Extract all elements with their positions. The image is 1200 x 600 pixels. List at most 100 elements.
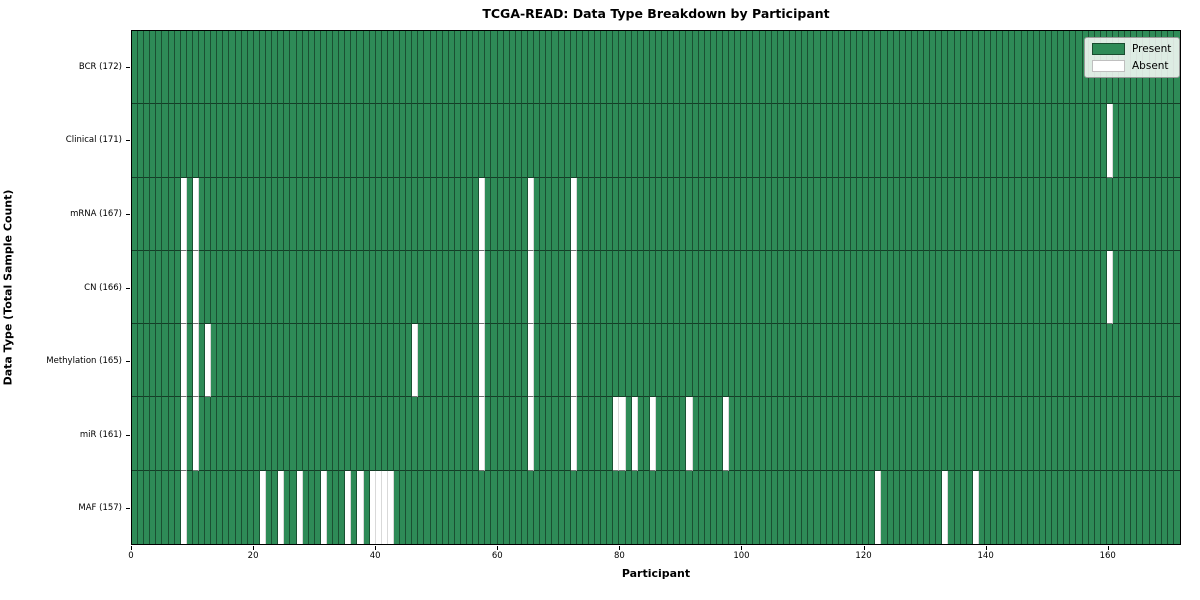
heatmap-cell [887,397,894,471]
heatmap-cell [223,470,230,544]
heatmap-cell [710,250,717,325]
heatmap-cell [205,250,212,325]
heatmap-cell [1045,104,1053,178]
heatmap-cell [1039,397,1046,471]
heatmap-cell [692,397,699,471]
heatmap-cell [1088,324,1095,398]
heatmap-cell [619,470,626,544]
heatmap-cell [558,31,565,105]
heatmap-cell [1045,470,1053,544]
heatmap-cell [649,470,656,544]
heatmap-cell [394,31,401,105]
heatmap-cell [314,324,321,398]
heatmap-cell [924,470,931,544]
heatmap-cell [394,250,401,325]
heatmap-cell [132,104,139,178]
y-tick-label: mRNA (167) [70,208,122,219]
heatmap-cell [832,397,839,471]
heatmap-cell [296,397,303,471]
heatmap-cell [595,177,602,251]
heatmap-cell [887,31,894,105]
heatmap-cell [723,397,730,471]
x-tick-mark [131,546,132,550]
heatmap-cell [144,104,151,178]
heatmap-cell [826,250,833,325]
heatmap-cell [534,104,541,178]
heatmap-cell [1137,177,1144,251]
heatmap-cell [875,31,882,105]
heatmap-cell [954,397,961,471]
heatmap-cell [1112,324,1120,398]
y-tick-mark [126,213,130,215]
heatmap-cell [205,470,212,544]
heatmap-cell [162,470,169,544]
heatmap-cell [205,397,212,471]
heatmap-cell [272,324,279,398]
heatmap-cell [838,397,845,471]
heatmap-cell [266,31,273,105]
heatmap-cell [1052,31,1059,105]
heatmap-cell [138,470,145,544]
heatmap-cell [850,31,858,105]
heatmap-cell [1143,470,1150,544]
heatmap-cell [217,324,224,398]
heatmap-cell [485,31,492,105]
heatmap-cell [978,104,986,178]
heatmap-cell [558,470,565,544]
heatmap-cell [1143,324,1150,398]
heatmap-cell [241,397,248,471]
y-tick-mark [126,434,130,436]
heatmap-cell [1052,324,1059,398]
heatmap-cell [662,104,669,178]
heatmap-cell [716,470,724,544]
heatmap-cell [942,31,949,105]
heatmap-cell [570,104,577,178]
heatmap-cell [863,324,870,398]
heatmap-cell [1027,324,1034,398]
heatmap-cell [948,177,955,251]
heatmap-cell [473,324,480,398]
heatmap-cell [326,177,334,251]
heatmap-cell [186,31,193,105]
heatmap-cell [278,470,285,544]
heatmap-cell [978,250,986,325]
heatmap-cell [1027,397,1034,471]
heatmap-cell [844,177,851,251]
heatmap-cell [162,397,169,471]
heatmap-cell [259,397,267,471]
heatmap-cell [552,470,559,544]
heatmap-cell [997,177,1004,251]
heatmap-cell [680,324,687,398]
heatmap-cell [132,397,139,471]
heatmap-cell [1112,470,1120,544]
heatmap-cell [985,397,992,471]
heatmap-cell [601,470,608,544]
heatmap-cell [985,31,992,105]
heatmap-cell [521,177,529,251]
heatmap-cell [223,397,230,471]
heatmap-cell [1100,250,1107,325]
heatmap-cell [1137,324,1144,398]
heatmap-cell [1094,104,1101,178]
heatmap-cell [936,104,943,178]
heatmap-cell [375,104,382,178]
heatmap-cell [503,324,510,398]
heatmap-cell [777,470,784,544]
heatmap-cell [753,104,760,178]
heatmap-cell [759,470,766,544]
heatmap-cell [796,250,803,325]
heatmap-cell [418,104,425,178]
heatmap-cell [308,177,315,251]
heatmap-cell [905,31,912,105]
heatmap-cell [296,324,303,398]
heatmap-cell [436,324,443,398]
heatmap-cell [698,177,705,251]
heatmap-cell [850,397,858,471]
heatmap-cell [741,104,748,178]
y-tick-label: CN (166) [84,282,122,293]
heatmap-cell [168,324,175,398]
heatmap-cell [412,250,419,325]
heatmap-cell [540,31,547,105]
heatmap-cell [662,397,669,471]
